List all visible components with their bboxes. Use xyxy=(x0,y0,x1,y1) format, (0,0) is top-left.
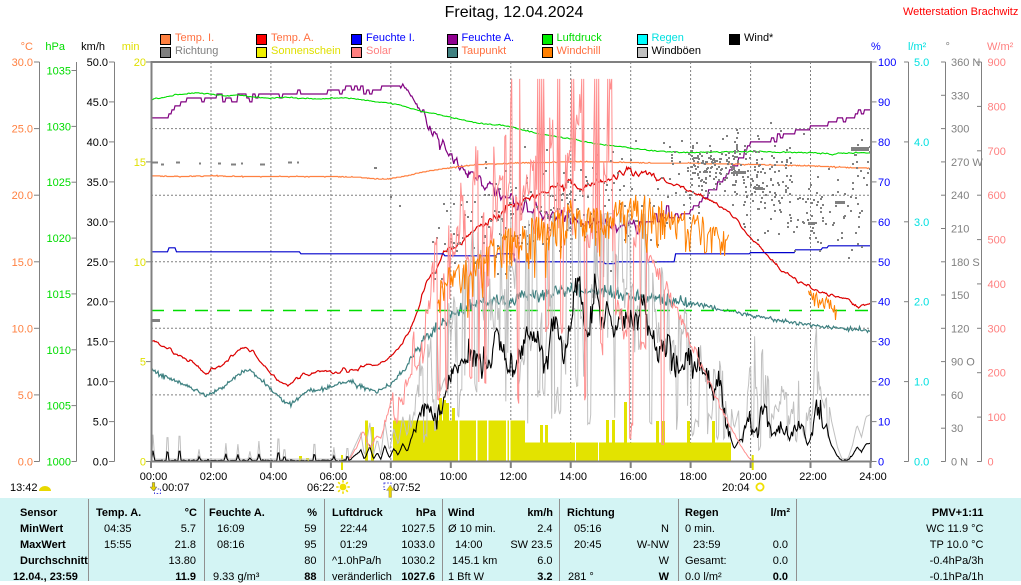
svg-text:30: 30 xyxy=(951,423,963,435)
svg-text:90 O: 90 O xyxy=(951,357,975,369)
svg-text:07:52: 07:52 xyxy=(393,482,421,494)
svg-text:06:22: 06:22 xyxy=(307,482,335,494)
svg-text:5: 5 xyxy=(140,357,146,369)
svg-text:1020: 1020 xyxy=(47,233,71,245)
svg-text:0 N: 0 N xyxy=(951,457,968,469)
svg-text:330: 330 xyxy=(951,90,969,102)
svg-text:300: 300 xyxy=(988,323,1006,335)
svg-text:25.0: 25.0 xyxy=(12,124,33,136)
svg-text:24:00: 24:00 xyxy=(859,471,887,483)
svg-text:14:00: 14:00 xyxy=(559,471,587,483)
svg-text:0.0: 0.0 xyxy=(914,457,929,469)
svg-text:60: 60 xyxy=(878,217,890,229)
svg-text:270 W: 270 W xyxy=(951,157,983,169)
svg-text:40: 40 xyxy=(878,297,890,309)
svg-text:0: 0 xyxy=(988,457,994,469)
svg-text:150: 150 xyxy=(951,290,969,302)
svg-text:5.0: 5.0 xyxy=(914,57,929,69)
svg-text:60: 60 xyxy=(951,390,963,402)
svg-text:300: 300 xyxy=(951,124,969,136)
svg-text:210: 210 xyxy=(951,224,969,236)
svg-text:100: 100 xyxy=(878,57,896,69)
svg-text:10: 10 xyxy=(134,257,146,269)
svg-text:1.0: 1.0 xyxy=(914,377,929,389)
svg-text:30.0: 30.0 xyxy=(12,57,33,69)
svg-text:00:00: 00:00 xyxy=(140,471,168,483)
svg-text:700: 700 xyxy=(988,146,1006,158)
svg-text:1025: 1025 xyxy=(47,177,71,189)
svg-text:km/h: km/h xyxy=(81,41,105,53)
svg-text:1015: 1015 xyxy=(47,289,71,301)
svg-text:15.0: 15.0 xyxy=(12,257,33,269)
svg-text:3.0: 3.0 xyxy=(914,217,929,229)
svg-text:40.0: 40.0 xyxy=(87,137,108,149)
svg-text:15.0: 15.0 xyxy=(87,337,108,349)
svg-text:%: % xyxy=(871,41,881,53)
svg-text:20.0: 20.0 xyxy=(87,297,108,309)
svg-text:1035: 1035 xyxy=(47,66,71,78)
svg-text:0: 0 xyxy=(140,457,146,469)
svg-text:50.0: 50.0 xyxy=(87,57,108,69)
svg-text:70: 70 xyxy=(878,177,890,189)
svg-text:hPa: hPa xyxy=(45,41,65,53)
svg-text:1005: 1005 xyxy=(47,401,71,413)
svg-text:5.0: 5.0 xyxy=(93,417,108,429)
svg-text:400: 400 xyxy=(988,279,1006,291)
svg-text:120: 120 xyxy=(951,323,969,335)
svg-text:50: 50 xyxy=(878,257,890,269)
svg-text:80: 80 xyxy=(878,137,890,149)
svg-text:10: 10 xyxy=(878,417,890,429)
svg-text:1010: 1010 xyxy=(47,345,71,357)
svg-text:00:07: 00:07 xyxy=(162,482,190,494)
svg-text:20: 20 xyxy=(134,57,146,69)
svg-text:900: 900 xyxy=(988,57,1006,69)
svg-text:240: 240 xyxy=(951,190,969,202)
svg-text:1030: 1030 xyxy=(47,121,71,133)
svg-text:10:00: 10:00 xyxy=(440,471,468,483)
svg-text:15: 15 xyxy=(134,157,146,169)
svg-text:°: ° xyxy=(946,41,950,53)
svg-text:04:00: 04:00 xyxy=(260,471,288,483)
svg-text:20:04: 20:04 xyxy=(722,482,750,494)
svg-text:600: 600 xyxy=(988,190,1006,202)
svg-text:360 N: 360 N xyxy=(951,57,980,69)
svg-text:30.0: 30.0 xyxy=(87,217,108,229)
svg-text:08:00: 08:00 xyxy=(380,471,408,483)
svg-text:45.0: 45.0 xyxy=(87,97,108,109)
svg-text:20.0: 20.0 xyxy=(12,190,33,202)
svg-text:12:00: 12:00 xyxy=(499,471,527,483)
svg-text:22:00: 22:00 xyxy=(799,471,827,483)
svg-text:200: 200 xyxy=(988,368,1006,380)
svg-text:2.0: 2.0 xyxy=(914,297,929,309)
svg-text:°C: °C xyxy=(21,41,33,53)
svg-text:min: min xyxy=(122,41,140,53)
svg-text:4.0: 4.0 xyxy=(914,137,929,149)
svg-text:800: 800 xyxy=(988,101,1006,113)
svg-text:90: 90 xyxy=(878,97,890,109)
svg-text:180 S: 180 S xyxy=(951,257,980,269)
svg-text:10.0: 10.0 xyxy=(12,323,33,335)
svg-text:l/m²: l/m² xyxy=(908,41,927,53)
svg-text:30: 30 xyxy=(878,337,890,349)
svg-text:20: 20 xyxy=(878,377,890,389)
svg-text:0.0: 0.0 xyxy=(93,457,108,469)
svg-text:02:00: 02:00 xyxy=(200,471,228,483)
svg-text:0: 0 xyxy=(878,457,884,469)
svg-text:100: 100 xyxy=(988,412,1006,424)
svg-text:W/m²: W/m² xyxy=(987,41,1014,53)
svg-text:500: 500 xyxy=(988,235,1006,247)
svg-text:13:42: 13:42 xyxy=(10,482,38,494)
svg-text:10.0: 10.0 xyxy=(87,377,108,389)
svg-text:16:00: 16:00 xyxy=(619,471,647,483)
svg-text:20:00: 20:00 xyxy=(739,471,767,483)
svg-text:5.0: 5.0 xyxy=(18,390,33,402)
svg-text:0.0: 0.0 xyxy=(18,457,33,469)
svg-text:1000: 1000 xyxy=(47,457,71,469)
svg-text:35.0: 35.0 xyxy=(87,177,108,189)
svg-text:25.0: 25.0 xyxy=(87,257,108,269)
svg-text:06:00: 06:00 xyxy=(320,471,348,483)
svg-text:18:00: 18:00 xyxy=(679,471,707,483)
